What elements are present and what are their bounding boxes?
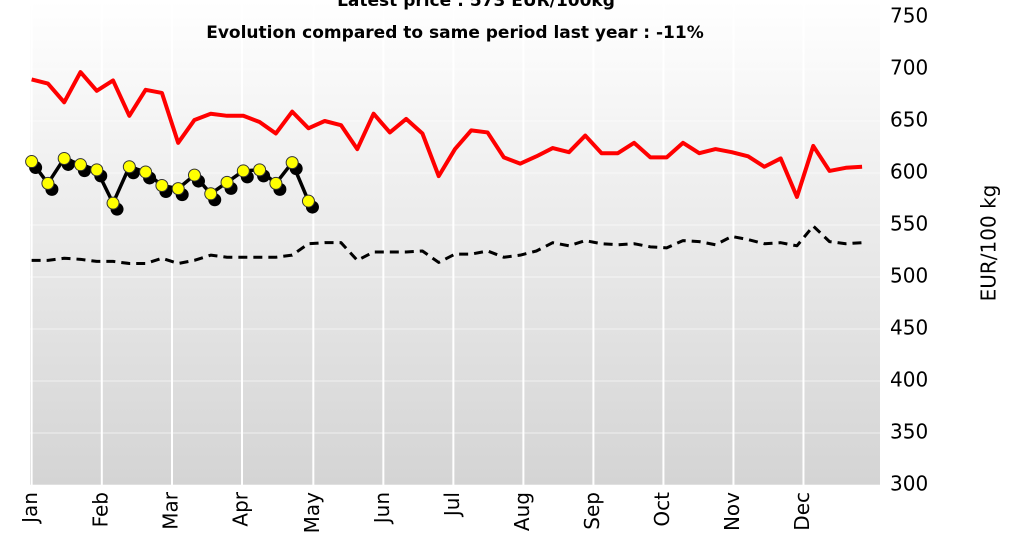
- x-tick-label: Apr: [229, 491, 253, 526]
- x-tick-label: Jan: [18, 492, 42, 525]
- marker: [301, 194, 315, 208]
- y-tick-label: 400: [890, 368, 928, 392]
- marker: [106, 196, 120, 210]
- plot-background: [30, 0, 880, 485]
- x-tick-label: Oct: [650, 492, 674, 527]
- marker: [25, 155, 39, 169]
- marker: [204, 187, 218, 201]
- y-tick-label: 300: [890, 472, 928, 496]
- chart-title: Latest price : 573 EUR/100kg: [337, 0, 615, 11]
- y-tick-label: 750: [890, 4, 928, 28]
- y-tick-label: 500: [890, 264, 928, 288]
- y-tick-label: 550: [890, 212, 928, 236]
- marker: [171, 182, 185, 196]
- marker: [155, 178, 169, 192]
- marker: [187, 168, 201, 182]
- x-tick-label: Mar: [158, 491, 182, 530]
- marker: [90, 163, 104, 177]
- x-tick-label: Jul: [440, 492, 464, 518]
- y-axis-label: EUR/100 kg: [977, 185, 1001, 302]
- marker: [253, 163, 267, 177]
- y-tick-label: 350: [890, 420, 928, 444]
- y-tick-label: 700: [890, 56, 928, 80]
- x-tick-label: Dec: [790, 492, 814, 531]
- marker: [41, 176, 55, 190]
- marker: [285, 156, 299, 170]
- series-line: [31, 224, 863, 265]
- x-tick-label: Nov: [720, 492, 744, 531]
- marker: [57, 151, 71, 165]
- marker: [73, 158, 87, 172]
- y-tick-label: 650: [890, 108, 928, 132]
- x-tick-label: Aug: [510, 492, 534, 531]
- x-tick-label: Jun: [370, 492, 394, 525]
- marker: [122, 160, 136, 174]
- x-tick-label: Sep: [580, 492, 604, 530]
- x-tick-label: Feb: [88, 492, 112, 527]
- marker: [236, 164, 250, 178]
- series-line: [31, 70, 863, 199]
- marks: [25, 70, 863, 265]
- y-tick-label: 450: [890, 316, 928, 340]
- marker: [220, 175, 234, 189]
- chart-subtitle: Evolution compared to same period last y…: [206, 23, 704, 43]
- x-tick-label: May: [300, 492, 324, 534]
- marker: [139, 165, 153, 179]
- marker: [269, 176, 283, 190]
- y-tick-label: 600: [890, 160, 928, 184]
